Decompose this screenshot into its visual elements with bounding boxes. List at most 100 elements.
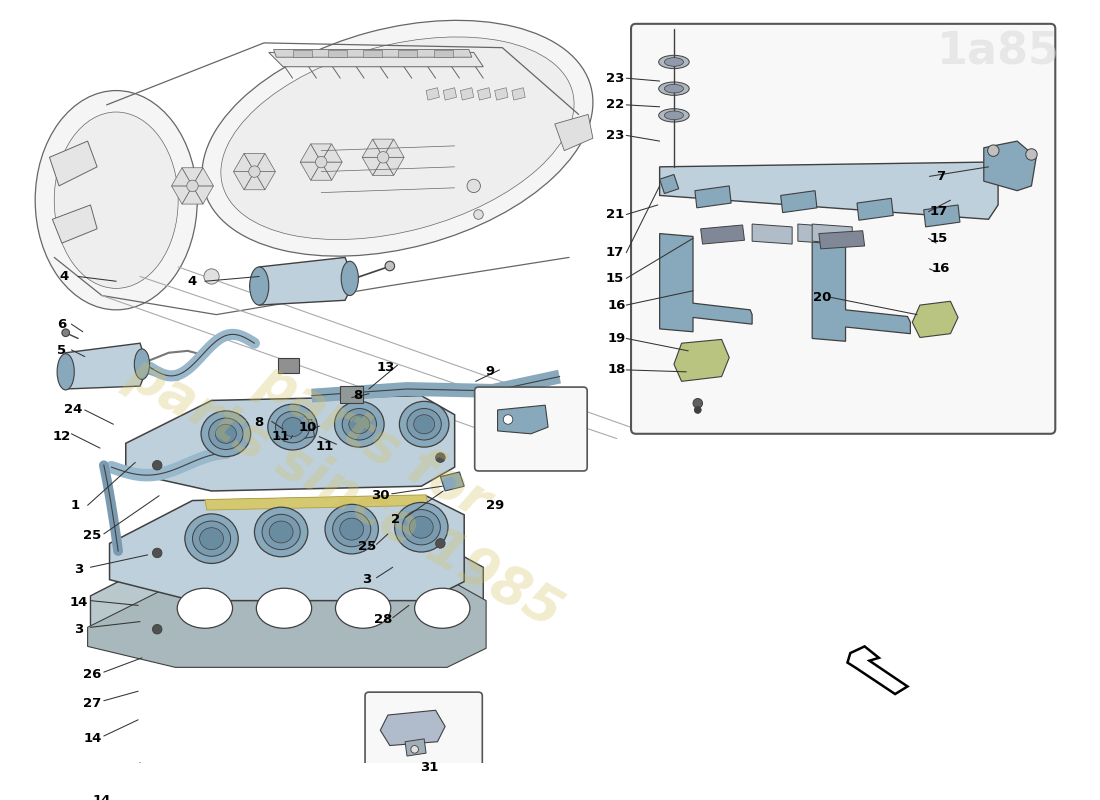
Ellipse shape [54,112,178,288]
Text: 10: 10 [299,421,317,434]
Ellipse shape [57,354,75,390]
Circle shape [385,262,395,270]
Polygon shape [798,224,838,244]
Text: 15: 15 [606,272,624,285]
Circle shape [436,453,446,462]
Polygon shape [293,50,311,58]
Polygon shape [90,546,483,656]
Text: 3: 3 [362,573,372,586]
Circle shape [504,414,513,424]
Text: 9: 9 [485,366,495,378]
Circle shape [693,398,703,408]
Ellipse shape [262,514,300,550]
Circle shape [62,329,69,337]
Polygon shape [192,168,213,186]
Text: 31: 31 [420,761,438,774]
Text: 19: 19 [607,332,626,345]
Circle shape [204,269,219,284]
Text: 12: 12 [53,430,72,443]
Ellipse shape [177,588,232,628]
Polygon shape [373,139,394,158]
Ellipse shape [134,349,150,379]
Circle shape [153,548,162,558]
Ellipse shape [192,521,231,556]
Ellipse shape [209,418,243,450]
Ellipse shape [414,414,435,434]
Text: 6: 6 [57,318,66,330]
Polygon shape [383,139,404,158]
Polygon shape [426,88,439,100]
Polygon shape [818,230,865,249]
Ellipse shape [399,402,449,447]
Polygon shape [310,162,332,180]
Circle shape [1025,149,1037,160]
Polygon shape [752,224,792,244]
Text: 1a85: 1a85 [936,31,1059,74]
Ellipse shape [221,37,574,239]
Ellipse shape [659,82,690,95]
Polygon shape [53,205,97,243]
Polygon shape [847,646,907,694]
Ellipse shape [409,516,433,538]
Polygon shape [983,141,1036,190]
Polygon shape [383,158,404,175]
Ellipse shape [270,521,293,543]
Circle shape [153,625,162,634]
Circle shape [153,461,162,470]
Text: 2: 2 [390,513,400,526]
Polygon shape [495,88,508,100]
FancyBboxPatch shape [365,692,482,781]
Ellipse shape [199,528,223,550]
Polygon shape [363,50,382,58]
Text: 14: 14 [69,596,88,609]
Ellipse shape [201,411,251,457]
Polygon shape [477,88,491,100]
Polygon shape [205,495,428,510]
Ellipse shape [403,510,440,545]
Polygon shape [88,578,486,667]
Text: 1: 1 [70,498,80,512]
Text: 16: 16 [932,262,950,275]
Polygon shape [254,154,275,172]
Text: 3: 3 [75,622,84,636]
Circle shape [468,179,481,193]
Text: 14: 14 [84,732,101,746]
Circle shape [187,180,198,192]
Polygon shape [398,50,418,58]
Polygon shape [660,162,998,219]
Ellipse shape [324,504,378,554]
Text: parts for
parts since 1985: parts for parts since 1985 [118,295,602,639]
Ellipse shape [332,511,371,546]
Text: 13: 13 [377,361,395,374]
Polygon shape [812,224,852,244]
Ellipse shape [659,109,690,122]
Polygon shape [192,186,213,204]
Polygon shape [912,302,958,338]
Circle shape [436,538,446,548]
Circle shape [988,145,999,156]
Polygon shape [373,158,394,175]
Text: 28: 28 [374,613,393,626]
Polygon shape [405,739,426,756]
Text: 7: 7 [936,170,945,183]
Polygon shape [443,88,456,100]
Text: 22: 22 [606,98,624,111]
Text: 8: 8 [254,416,264,429]
Polygon shape [244,172,265,190]
Ellipse shape [415,588,470,628]
Text: 11: 11 [272,430,290,443]
Polygon shape [321,162,342,180]
Ellipse shape [267,404,318,450]
Polygon shape [924,205,960,227]
Circle shape [474,210,483,219]
Ellipse shape [349,414,370,434]
Polygon shape [362,158,383,175]
Text: 11: 11 [316,440,334,453]
Ellipse shape [664,111,683,120]
Polygon shape [461,88,474,100]
Ellipse shape [336,588,390,628]
Ellipse shape [185,514,239,563]
FancyBboxPatch shape [475,387,587,471]
Polygon shape [300,162,321,180]
Polygon shape [233,172,254,190]
